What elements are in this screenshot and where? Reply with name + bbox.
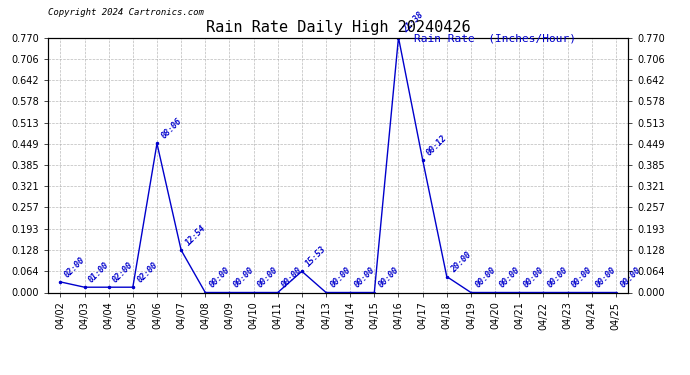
Text: 08:06: 08:06 bbox=[159, 117, 184, 141]
Text: 15:53: 15:53 bbox=[304, 244, 328, 268]
Text: 20:00: 20:00 bbox=[449, 250, 473, 274]
Text: 00:00: 00:00 bbox=[473, 266, 497, 290]
Text: 00:12: 00:12 bbox=[425, 133, 449, 157]
Text: 02:00: 02:00 bbox=[135, 261, 159, 285]
Text: Rain Rate  (Inches/Hour): Rain Rate (Inches/Hour) bbox=[414, 34, 576, 44]
Text: 21:38: 21:38 bbox=[401, 11, 425, 35]
Text: 00:00: 00:00 bbox=[497, 266, 522, 290]
Text: 00:00: 00:00 bbox=[328, 266, 353, 290]
Text: 00:00: 00:00 bbox=[280, 266, 304, 290]
Text: 00:00: 00:00 bbox=[546, 266, 570, 290]
Text: 12:54: 12:54 bbox=[184, 224, 208, 248]
Text: 00:00: 00:00 bbox=[232, 266, 256, 290]
Title: Rain Rate Daily High 20240426: Rain Rate Daily High 20240426 bbox=[206, 20, 471, 35]
Text: 00:00: 00:00 bbox=[208, 266, 232, 290]
Text: 00:00: 00:00 bbox=[377, 266, 401, 290]
Text: 00:00: 00:00 bbox=[353, 266, 377, 290]
Text: 00:00: 00:00 bbox=[256, 266, 280, 290]
Text: 01:00: 01:00 bbox=[87, 261, 111, 285]
Text: 02:00: 02:00 bbox=[111, 261, 135, 285]
Text: 00:00: 00:00 bbox=[522, 266, 546, 290]
Text: 00:00: 00:00 bbox=[594, 266, 618, 290]
Text: 00:00: 00:00 bbox=[618, 266, 642, 290]
Text: 02:00: 02:00 bbox=[63, 255, 87, 279]
Text: Copyright 2024 Cartronics.com: Copyright 2024 Cartronics.com bbox=[48, 8, 204, 17]
Text: 00:00: 00:00 bbox=[570, 266, 594, 290]
